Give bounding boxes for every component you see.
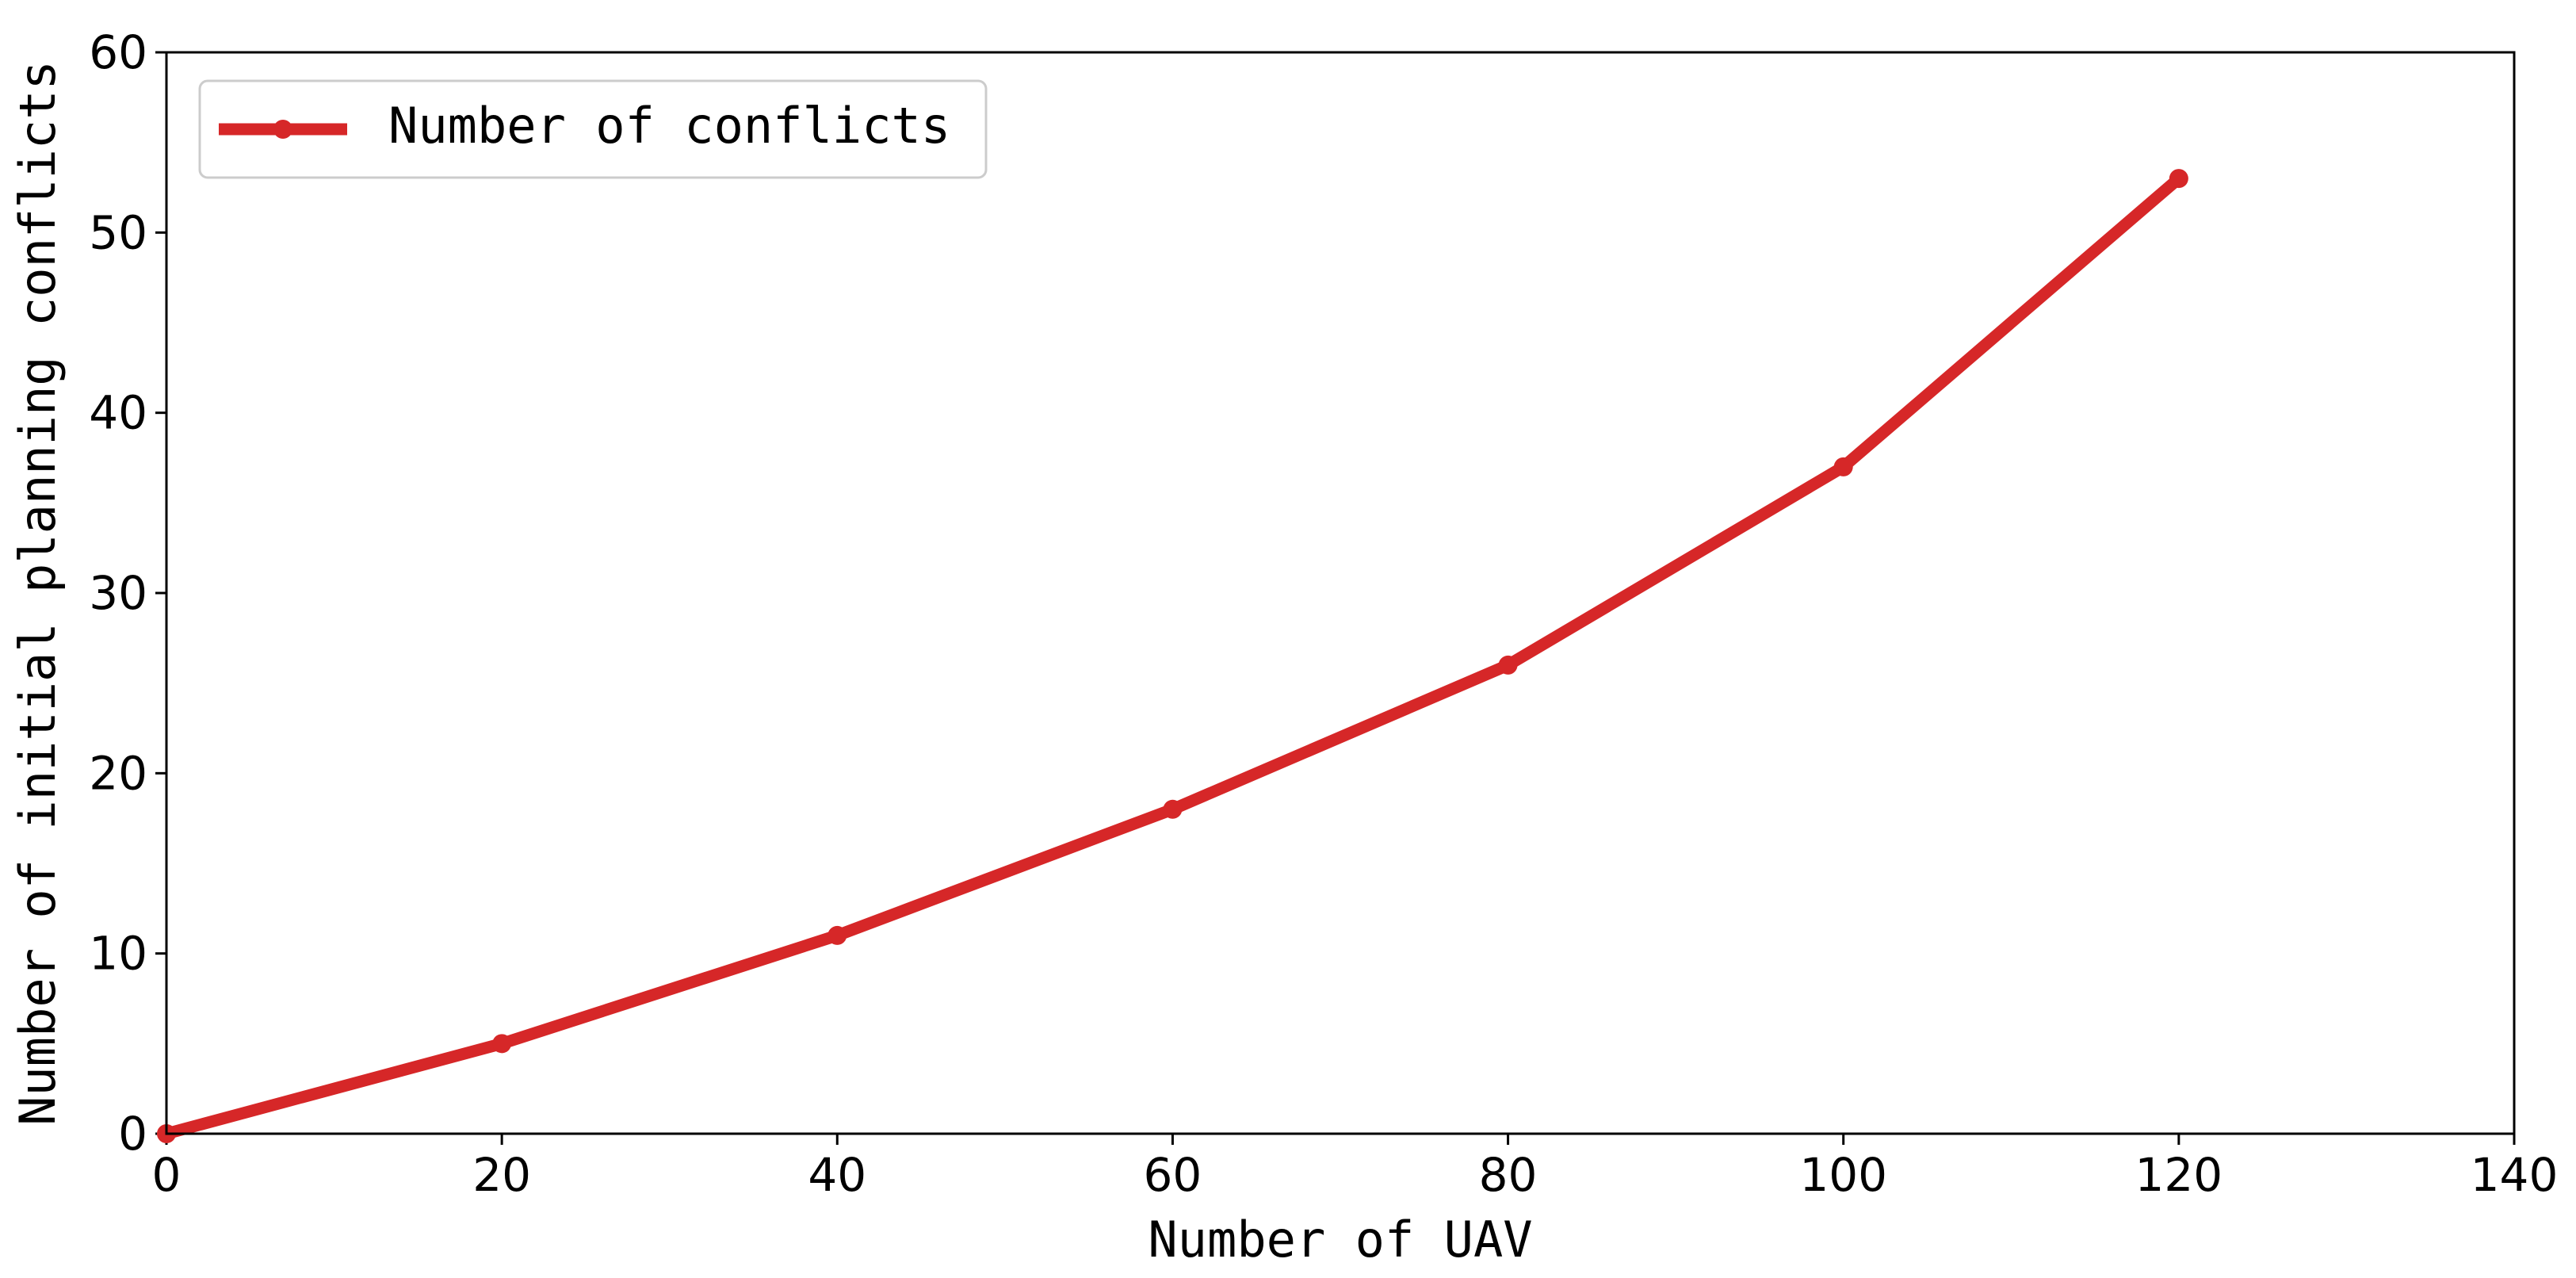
x-tick-label: 120	[2135, 1148, 2222, 1202]
y-tick-label: 20	[89, 746, 147, 800]
y-tick-label: 30	[89, 566, 147, 620]
data-point	[1498, 655, 1518, 675]
data-point	[1833, 457, 1853, 476]
y-tick-label: 60	[89, 25, 147, 79]
data-point	[492, 1034, 512, 1054]
x-tick-label: 100	[1799, 1148, 1887, 1202]
data-point	[827, 925, 847, 945]
data-point	[1163, 799, 1183, 819]
x-tick-label: 140	[2471, 1148, 2559, 1202]
x-tick-label: 20	[472, 1148, 531, 1202]
x-tick-label: 60	[1144, 1148, 1202, 1202]
y-tick-label: 50	[89, 205, 147, 259]
y-axis-ticks: 0 10 20 30 40 50 60	[89, 25, 166, 1161]
y-axis-label: Number of initial planning conflicts	[9, 60, 67, 1126]
x-tick-label: 40	[808, 1148, 866, 1202]
plot-area-frame	[165, 51, 2516, 1135]
x-tick-label: 80	[1479, 1148, 1538, 1202]
legend: Number of conflicts	[198, 79, 988, 179]
legend-box	[198, 79, 988, 179]
y-tick-label: 0	[118, 1107, 147, 1161]
y-tick-label: 10	[89, 927, 147, 981]
x-axis-label: Number of UAV	[1148, 1211, 1532, 1268]
data-point	[2169, 169, 2188, 189]
legend-marker-swatch	[273, 120, 292, 139]
legend-entry-label: Number of conflicts	[388, 97, 950, 155]
x-axis-ticks: 0 20 40 60 80 100 120 140	[152, 1134, 2559, 1202]
y-tick-label: 40	[89, 386, 147, 440]
x-tick-label: 0	[152, 1148, 182, 1202]
